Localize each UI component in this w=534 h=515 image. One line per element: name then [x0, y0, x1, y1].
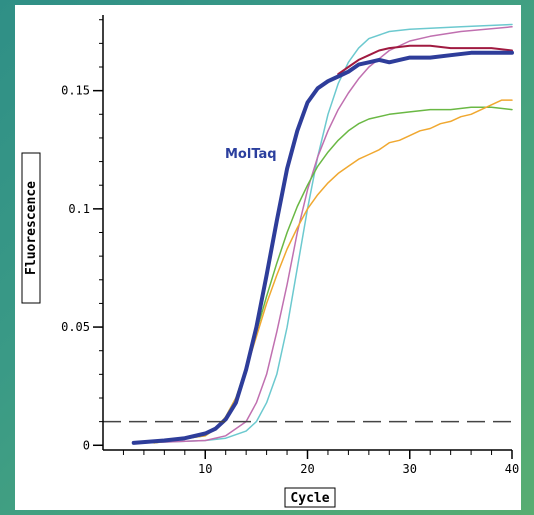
amplification-chart: 0 0.05 0.1 0.15 10 20 30 40 MolTaq Fluorescence… [21, 15, 519, 508]
series-line-0 [131, 50, 514, 445]
series-line-4 [153, 106, 513, 444]
series-line-2 [143, 23, 513, 444]
axes-layer [102, 15, 512, 451]
y-axis-label: Fluorescence [24, 181, 39, 275]
x-tick-label: 20 [300, 462, 314, 476]
x-tick-label: 10 [198, 462, 212, 476]
series-line-3 [143, 26, 513, 444]
y-tick-label: 0.05 [61, 320, 90, 334]
ticks-layer: 0 0.05 0.1 0.15 10 20 30 40 [61, 19, 519, 476]
series-layer [131, 23, 514, 445]
series-line-5 [153, 99, 513, 444]
x-axis-label-box [284, 487, 336, 508]
x-axis-label: Cycle [290, 491, 329, 506]
chart-frame: 0 0.05 0.1 0.15 10 20 30 40 MolTaq Fluorescence… [15, 5, 521, 510]
y-axis-label-box [21, 152, 41, 304]
moltaq-annotation: MolTaq [225, 147, 277, 162]
y-tick-label: 0 [83, 438, 90, 452]
y-tick-label: 0.1 [68, 202, 90, 216]
x-tick-label: 40 [505, 462, 519, 476]
y-tick-label: 0.15 [61, 84, 90, 98]
series-line-1 [337, 44, 513, 76]
x-tick-label: 30 [403, 462, 417, 476]
